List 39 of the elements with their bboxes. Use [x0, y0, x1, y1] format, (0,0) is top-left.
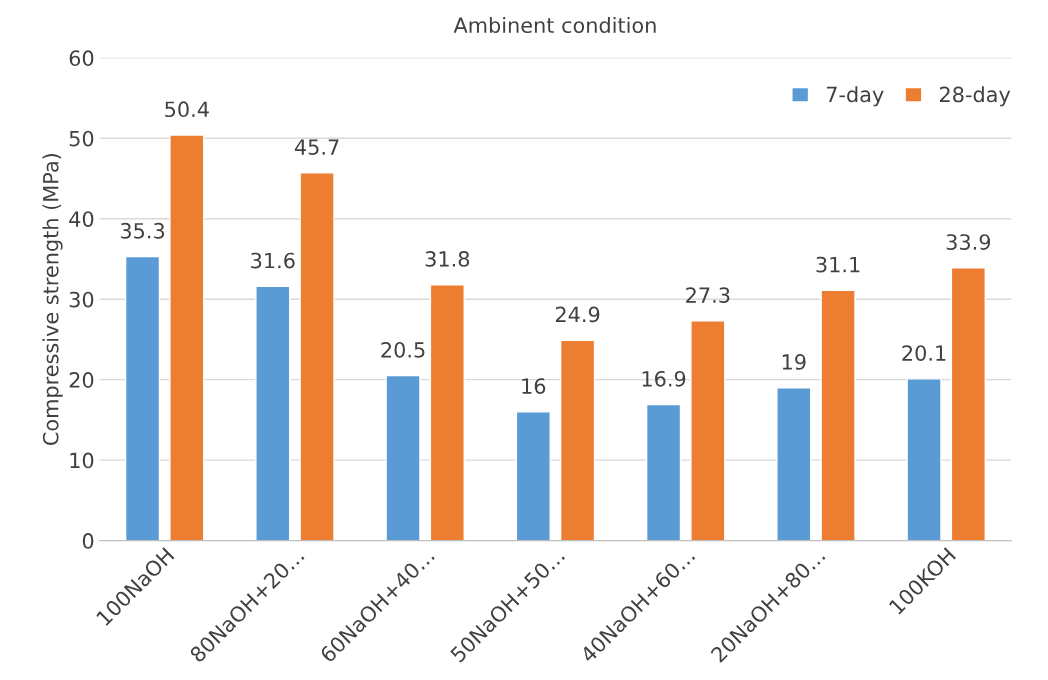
chart-title: Ambinent condition [453, 16, 656, 34]
bar [559, 339, 596, 541]
data-label: 33.9 [946, 234, 991, 250]
bar [820, 289, 856, 541]
bar [299, 172, 335, 541]
bar [690, 320, 726, 541]
y-tick-label: 60 [69, 50, 94, 67]
data-label: 24.9 [555, 306, 600, 323]
data-label: 16.9 [642, 370, 686, 387]
bar [255, 285, 291, 541]
data-label: 20.5 [381, 341, 425, 358]
bar [906, 378, 942, 541]
data-label: 35.3 [120, 222, 165, 239]
bar [645, 403, 682, 541]
y-tick-label: 30 [69, 291, 94, 308]
y-tick-label: 20 [69, 372, 94, 388]
y-tick-label: 0 [82, 533, 94, 549]
data-label: 19 [782, 354, 806, 370]
data-label: 16 [522, 378, 546, 394]
bar [385, 374, 421, 541]
legend-label: 28-day [939, 86, 1011, 107]
data-label: 27.3 [686, 287, 730, 303]
data-label: 31.6 [251, 252, 295, 269]
data-label: 31.1 [816, 256, 860, 273]
bar [124, 255, 161, 541]
y-axis-title: Compressive strength (MPa) [42, 154, 63, 446]
bar [169, 134, 205, 541]
bar [950, 267, 986, 541]
legend-label: 7-day [826, 86, 884, 107]
bar [776, 387, 812, 541]
data-label: 31.8 [425, 251, 470, 267]
data-label: 20.1 [902, 345, 946, 361]
y-tick-label: 50 [69, 130, 94, 147]
y-tick-label: 10 [70, 452, 94, 469]
data-label: 50.4 [165, 101, 209, 118]
bar [429, 284, 465, 541]
data-label: 45.7 [294, 139, 339, 155]
bar [515, 411, 551, 541]
y-tick-label: 40 [69, 211, 94, 227]
